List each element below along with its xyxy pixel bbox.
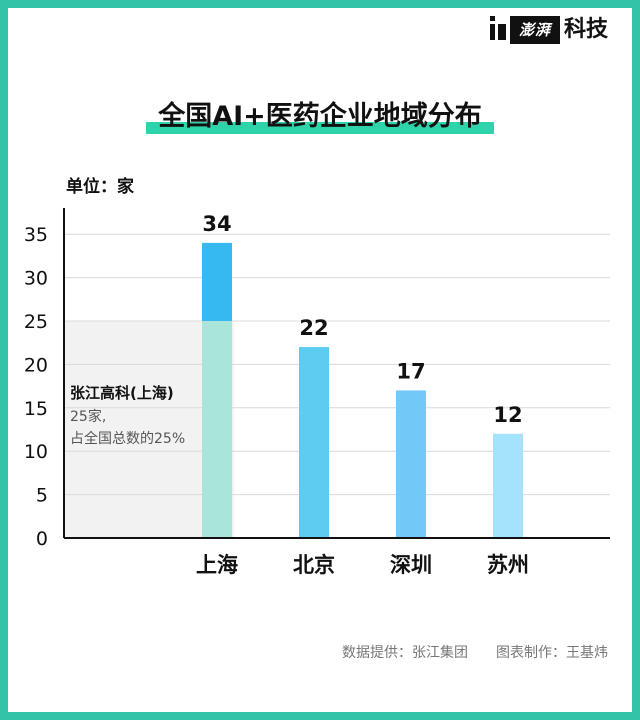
y-tick-label: 15 <box>24 398 48 420</box>
title-highlight <box>146 122 494 134</box>
chart-author: 图表制作：王基炜 <box>496 645 608 661</box>
chart-title: 全国AI+医药企业地域分布 <box>158 101 482 132</box>
y-tick-label: 35 <box>24 224 48 246</box>
x-tick-label: 北京 <box>293 553 335 577</box>
annotation-share: 占全国总数的25% <box>70 430 185 447</box>
source-footer: 数据提供：张江集团 图表制作：王基炜 <box>342 642 608 662</box>
x-tick-label: 苏州 <box>487 553 529 577</box>
bar-segment <box>202 321 232 538</box>
data-label: 34 <box>202 212 231 236</box>
y-tick-label: 0 <box>36 528 48 550</box>
bar <box>493 433 523 538</box>
bar-segment <box>202 242 232 321</box>
x-tick-label: 深圳 <box>390 553 432 577</box>
brand-text: 科技 <box>564 17 609 42</box>
y-tick-label: 10 <box>24 441 48 463</box>
data-label: 17 <box>396 359 425 383</box>
brand-mark-icon <box>490 16 506 40</box>
data-label: 22 <box>299 316 328 340</box>
data-source: 数据提供：张江集团 <box>342 645 468 661</box>
y-tick-label: 20 <box>24 354 48 376</box>
unit-label: 单位：家 <box>66 177 134 197</box>
data-label: 12 <box>493 403 522 427</box>
y-tick-label: 5 <box>36 485 48 507</box>
bar <box>396 390 426 538</box>
y-tick-label: 25 <box>24 311 48 333</box>
annotation-count: 25家, <box>70 408 106 425</box>
x-tick-label: 上海 <box>196 553 238 577</box>
y-tick-label: 30 <box>24 268 48 290</box>
brand-stamp: 澎湃 <box>510 16 560 44</box>
bar <box>299 347 329 538</box>
annotation-heading: 张江高科(上海) <box>70 384 174 402</box>
